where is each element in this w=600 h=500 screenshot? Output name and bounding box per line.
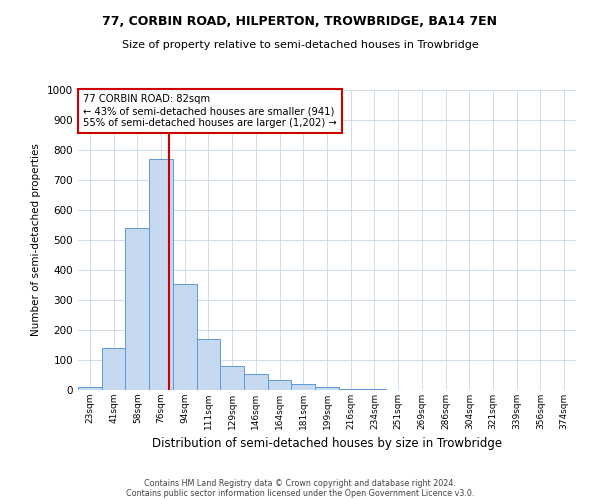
Bar <box>197 339 220 390</box>
Bar <box>173 284 197 390</box>
Bar <box>268 380 292 390</box>
Text: Contains HM Land Registry data © Crown copyright and database right 2024.: Contains HM Land Registry data © Crown c… <box>144 478 456 488</box>
Bar <box>339 388 362 390</box>
Bar <box>102 348 125 390</box>
Y-axis label: Number of semi-detached properties: Number of semi-detached properties <box>31 144 41 336</box>
Text: 77 CORBIN ROAD: 82sqm
← 43% of semi-detached houses are smaller (941)
55% of sem: 77 CORBIN ROAD: 82sqm ← 43% of semi-deta… <box>83 94 337 128</box>
Bar <box>78 387 102 390</box>
Bar <box>315 387 339 390</box>
Bar <box>292 384 315 390</box>
Text: 77, CORBIN ROAD, HILPERTON, TROWBRIDGE, BA14 7EN: 77, CORBIN ROAD, HILPERTON, TROWBRIDGE, … <box>103 15 497 28</box>
Text: Contains public sector information licensed under the Open Government Licence v3: Contains public sector information licen… <box>126 488 474 498</box>
Bar <box>149 159 173 390</box>
Text: Size of property relative to semi-detached houses in Trowbridge: Size of property relative to semi-detach… <box>122 40 478 50</box>
X-axis label: Distribution of semi-detached houses by size in Trowbridge: Distribution of semi-detached houses by … <box>152 438 502 450</box>
Bar <box>244 374 268 390</box>
Bar <box>125 228 149 390</box>
Bar <box>220 366 244 390</box>
Bar <box>362 389 386 390</box>
